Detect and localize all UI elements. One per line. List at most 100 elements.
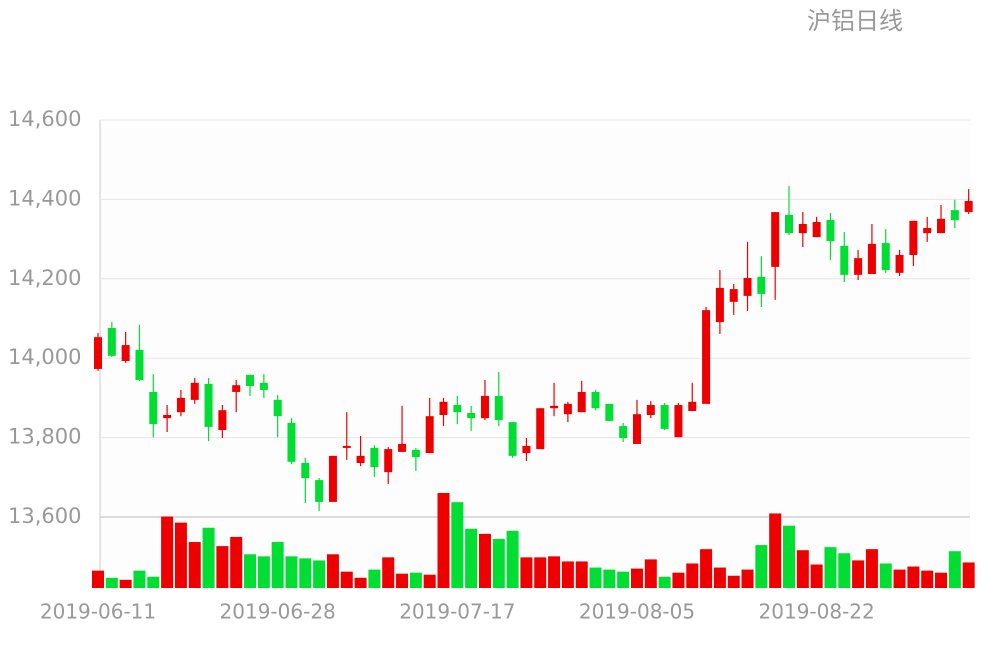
candle-body <box>315 480 324 502</box>
candle-body <box>688 401 697 412</box>
volume-bar <box>244 554 257 588</box>
volume-bar <box>423 574 436 588</box>
volume-bar <box>741 569 754 588</box>
candle-body <box>439 401 448 415</box>
candle-body <box>591 391 600 409</box>
candle-body <box>536 408 545 450</box>
volume-bar <box>230 536 243 588</box>
volume-bar <box>105 577 118 588</box>
volume-bar <box>838 553 851 588</box>
candle-body <box>674 405 683 438</box>
volume-bar <box>755 545 768 588</box>
candle-body <box>232 385 241 392</box>
candle-body <box>660 405 669 429</box>
candle-body <box>273 399 282 417</box>
candle-body <box>812 222 821 238</box>
x-tick-label: 2019-06-11 <box>40 600 156 624</box>
volume-bar <box>658 576 671 588</box>
volume-bar <box>382 557 395 588</box>
candle-body <box>605 403 614 421</box>
volume-bar <box>465 528 478 588</box>
volume-bar <box>285 556 298 588</box>
volume-bar <box>783 525 795 588</box>
candle-body <box>826 220 835 242</box>
candle-body <box>370 447 379 467</box>
candle-body <box>909 220 918 255</box>
candle-body <box>646 405 655 415</box>
volume-bar <box>299 558 312 588</box>
candle-body <box>632 414 641 444</box>
candle-body <box>398 443 407 452</box>
volume-bar <box>644 559 657 588</box>
candle-body <box>218 410 227 431</box>
volume-bar <box>119 579 132 588</box>
volume-bar <box>686 563 699 588</box>
volume-bar <box>340 571 353 588</box>
x-tick-label: 2019-08-22 <box>759 600 875 624</box>
candle-body <box>94 337 102 369</box>
volume-bar <box>700 549 713 588</box>
volume-bar <box>409 572 422 588</box>
volume-bar <box>548 556 561 588</box>
candle-body <box>785 214 793 234</box>
y-tick-label: 14,400 <box>8 186 81 210</box>
y-tick-label: 13,600 <box>8 504 81 528</box>
candle-body <box>757 276 766 294</box>
volume-bar <box>506 530 519 588</box>
x-tick-label: 2019-07-17 <box>399 600 515 624</box>
volume-bar <box>879 563 892 588</box>
candle-body <box>619 426 628 438</box>
volume-bar <box>824 547 837 588</box>
candle-body <box>840 245 849 275</box>
volume-bar <box>534 557 547 588</box>
candle-body <box>508 422 517 456</box>
candle-body <box>867 243 876 275</box>
volume-bar <box>313 560 326 588</box>
candle-body <box>342 445 351 448</box>
candle-body <box>246 374 255 386</box>
volume-bar <box>202 527 215 588</box>
volume-bar <box>478 533 491 588</box>
volume-bar <box>907 566 920 588</box>
volume-bar <box>769 513 782 588</box>
volume-bar <box>727 575 740 588</box>
candle-body <box>411 449 420 458</box>
candle-body <box>287 422 296 462</box>
candle-body <box>923 227 932 234</box>
candle-body <box>356 455 365 464</box>
volume-bar <box>326 554 339 588</box>
candle-body <box>964 200 973 213</box>
volume-bar <box>257 556 270 588</box>
candle-body <box>950 210 959 221</box>
candle-body <box>425 416 434 454</box>
candle-body <box>881 243 890 271</box>
candle-body <box>107 328 116 356</box>
candle-body <box>259 382 268 390</box>
candle-body <box>771 212 780 267</box>
candle-body <box>522 445 531 454</box>
candle-body <box>937 218 946 234</box>
volume-bar <box>921 570 934 588</box>
candle-body <box>176 397 185 413</box>
volume-bar <box>271 542 284 588</box>
candle-body <box>301 463 310 479</box>
candle-body <box>563 403 572 415</box>
volume-bar <box>396 573 409 588</box>
volume-bar <box>492 538 505 588</box>
volume-bar <box>520 557 533 588</box>
volume-bar <box>368 569 381 588</box>
chart-title: 沪铝日线 <box>807 7 903 35</box>
candle-body <box>467 412 476 419</box>
x-tick-label: 2019-08-05 <box>579 600 695 624</box>
volume-bar <box>796 550 809 588</box>
volume-bar <box>561 561 574 588</box>
volume-bar <box>617 571 630 588</box>
volume-bar <box>575 561 588 588</box>
candle-body <box>163 414 172 419</box>
candle-body <box>384 449 393 473</box>
volume-bar <box>672 572 685 588</box>
volume-bar <box>630 568 643 588</box>
volume-bar <box>962 562 975 588</box>
candle-body <box>577 391 586 413</box>
candle-body <box>149 391 158 425</box>
